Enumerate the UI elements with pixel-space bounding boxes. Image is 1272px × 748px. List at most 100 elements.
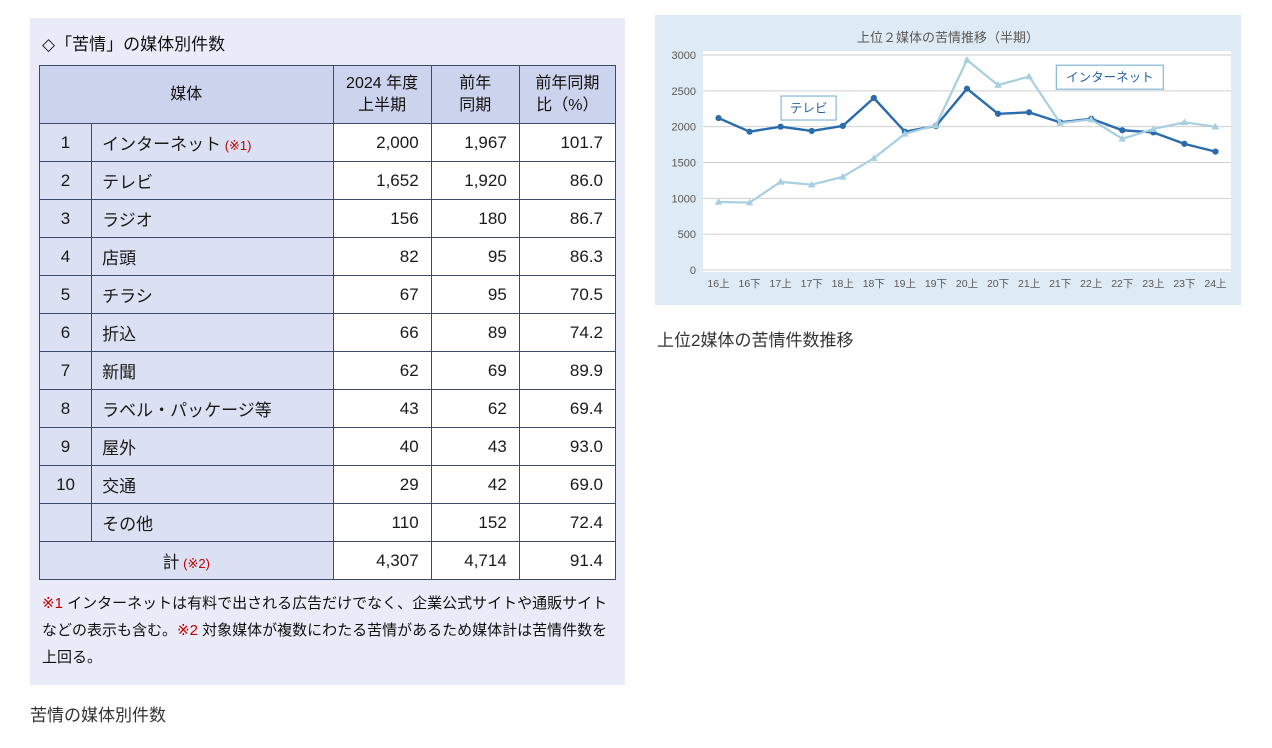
table-row: 10 交通 29 42 69.0 <box>38 465 617 504</box>
previous-value-cell: 43 <box>430 427 520 466</box>
rank-cell: 3 <box>38 199 93 238</box>
table-total-row: 計 (※2) 4,307 4,714 91.4 <box>39 541 617 580</box>
marker-tv <box>715 114 722 122</box>
total-previous-cell: 4,714 <box>430 541 520 580</box>
x-axis-label: 24上 <box>1204 278 1226 290</box>
header-media: 媒体 <box>39 65 334 124</box>
complaints-trend-chart: 0 500 1000 1500 2000 2500 3000 16上 16下 17上 17下 18上 1… <box>672 50 1231 290</box>
rank-cell: 10 <box>38 465 93 504</box>
header-ratio-line2: 比（%） <box>536 96 599 114</box>
previous-value-cell: 62 <box>430 389 520 428</box>
footnote-mark: ※2 <box>177 622 198 639</box>
media-cell: 交通 <box>91 465 334 504</box>
total-current-cell: 4,307 <box>332 541 432 580</box>
footnote-mark: ※1 <box>42 595 63 612</box>
media-cell: インターネット (※1) <box>91 123 334 162</box>
table-row: 2 テレビ 1,652 1,920 86.0 <box>38 161 617 200</box>
header-media-label: 媒体 <box>170 85 203 103</box>
previous-value-cell: 42 <box>430 465 520 504</box>
ratio-cell: 93.0 <box>518 427 617 466</box>
rank-cell: 9 <box>38 427 93 466</box>
current-value-cell: 67 <box>332 275 432 314</box>
rank-cell: 6 <box>38 313 93 352</box>
series-label-box-tv <box>780 95 837 121</box>
media-name: 交通 <box>102 477 137 496</box>
media-cell: 折込 <box>91 313 334 352</box>
marker-tv <box>808 127 815 135</box>
rank-cell: 2 <box>38 161 93 200</box>
media-cell: その他 <box>91 503 334 542</box>
table-row: その他 110 152 72.4 <box>38 503 617 542</box>
current-value-cell: 2,000 <box>332 123 432 162</box>
media-name: 屋外 <box>102 439 137 458</box>
marker-internet <box>745 198 754 206</box>
previous-value-cell: 1,967 <box>430 123 520 162</box>
current-value-cell: 82 <box>332 237 432 276</box>
previous-value-cell: 180 <box>430 199 520 238</box>
media-cell: 新聞 <box>91 351 334 390</box>
ratio-cell: 101.7 <box>518 123 617 162</box>
x-axis-label: 23上 <box>1142 278 1164 290</box>
rank-cell: 7 <box>38 351 93 390</box>
complaints-table: 媒体 2024 年度 上半期 前年 同期 前年同期 比（%） <box>38 65 617 580</box>
media-name: ラジオ <box>102 211 153 230</box>
y-axis-label: 2500 <box>672 86 696 98</box>
x-axis-label: 19上 <box>894 278 916 290</box>
chart-title: 上位２媒体の苦情推移（半期） <box>856 30 1039 45</box>
chart-panel: 上位２媒体の苦情推移（半期） 0 500 1000 1500 2000 2500 3000 1… <box>655 15 1241 305</box>
marker-tv <box>839 122 846 130</box>
x-axis-label: 19下 <box>925 278 947 290</box>
media-cell: ラジオ <box>91 199 334 238</box>
x-axis-label: 21上 <box>1018 278 1040 290</box>
current-value-cell: 66 <box>332 313 432 352</box>
current-value-cell: 156 <box>332 199 432 238</box>
marker-internet <box>714 197 723 205</box>
media-name: その他 <box>102 515 154 534</box>
header-previous-line2: 同期 <box>459 96 492 114</box>
marker-internet <box>932 121 940 129</box>
media-note: (※1) <box>221 138 252 153</box>
y-axis-label: 2000 <box>672 122 696 134</box>
header-current-line1: 2024 年度 <box>346 74 419 92</box>
x-axis-label: 21下 <box>1049 278 1071 290</box>
x-axis-label: 18下 <box>863 278 885 290</box>
marker-internet <box>838 172 847 180</box>
table-row: 1 インターネット (※1) 2,000 1,967 101.7 <box>38 123 617 162</box>
media-cell: チラシ <box>91 275 334 314</box>
previous-value-cell: 95 <box>430 275 520 314</box>
marker-tv <box>994 110 1002 117</box>
x-axis-label: 20上 <box>956 278 978 290</box>
marker-internet <box>1180 118 1189 126</box>
x-axis-label: 17上 <box>770 278 792 290</box>
marker-tv <box>1212 148 1219 155</box>
x-axis-label: 22上 <box>1080 278 1102 290</box>
ratio-cell: 86.3 <box>518 237 617 276</box>
header-yoy-ratio: 前年同期 比（%） <box>518 65 617 124</box>
media-name: インターネット <box>102 135 222 154</box>
table-row: 6 折込 66 89 74.2 <box>38 313 617 352</box>
x-axis-label: 16下 <box>738 278 760 290</box>
media-name: 店頭 <box>102 249 137 268</box>
marker-tv <box>1026 109 1033 116</box>
x-axis-label: 18上 <box>832 278 854 290</box>
ratio-cell: 69.0 <box>518 465 617 504</box>
ratio-cell: 89.9 <box>518 351 617 390</box>
footnote-text: 対象媒体が複数にわたる苦情があるため媒体計は苦情件数を上回る。 <box>42 622 608 666</box>
rank-cell: 5 <box>38 275 93 314</box>
media-name: テレビ <box>102 173 154 192</box>
table-row: 8 ラベル・パッケージ等 43 62 69.4 <box>38 389 617 428</box>
ratio-cell: 86.7 <box>518 199 617 238</box>
header-previous-period: 前年 同期 <box>430 65 520 124</box>
marker-tv <box>777 123 784 130</box>
table-row: 5 チラシ 67 95 70.5 <box>38 275 617 314</box>
marker-tv <box>746 128 753 135</box>
media-cell: 店頭 <box>91 237 334 276</box>
media-name: 折込 <box>102 325 137 344</box>
left-caption: 苦情の媒体別件数 <box>30 706 166 725</box>
previous-value-cell: 1,920 <box>430 161 520 200</box>
current-value-cell: 110 <box>332 503 432 542</box>
marker-tv <box>963 85 971 92</box>
x-axis-label: 17下 <box>801 278 823 290</box>
previous-value-cell: 95 <box>430 237 520 276</box>
